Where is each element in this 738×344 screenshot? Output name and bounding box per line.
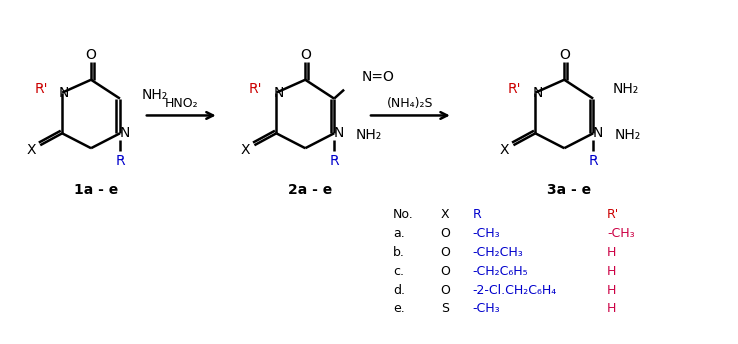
Text: d.: d. [393, 283, 405, 297]
Text: O: O [441, 227, 451, 240]
Text: N: N [334, 126, 345, 140]
Text: R: R [329, 154, 339, 168]
Text: H: H [607, 246, 616, 259]
Text: O: O [441, 246, 451, 259]
Text: X: X [27, 143, 36, 157]
Text: H: H [607, 265, 616, 278]
Text: NH₂: NH₂ [615, 128, 641, 142]
Text: R': R' [508, 82, 522, 96]
Text: X: X [241, 143, 250, 157]
Text: R: R [115, 154, 125, 168]
Text: R: R [472, 208, 481, 221]
Text: 2a - e: 2a - e [288, 183, 332, 197]
Text: -CH₂C₆H₅: -CH₂C₆H₅ [472, 265, 528, 278]
Text: NH₂: NH₂ [142, 88, 168, 101]
Text: N: N [273, 86, 283, 100]
Text: N: N [532, 86, 542, 100]
Text: e.: e. [393, 302, 404, 315]
Text: NH₂: NH₂ [613, 82, 639, 96]
Text: b.: b. [393, 246, 404, 259]
Text: -2-Cl.CH₂C₆H₄: -2-Cl.CH₂C₆H₄ [472, 283, 557, 297]
Text: H: H [607, 302, 616, 315]
Text: X: X [441, 208, 449, 221]
Text: c.: c. [393, 265, 404, 278]
Text: N=O: N=O [362, 70, 395, 84]
Text: R': R' [35, 82, 48, 96]
Text: (NH₄)₂S: (NH₄)₂S [387, 97, 433, 110]
Text: S: S [441, 302, 449, 315]
Text: O: O [559, 48, 570, 62]
Text: R: R [588, 154, 598, 168]
Text: X: X [500, 143, 509, 157]
Text: HNO₂: HNO₂ [165, 97, 199, 110]
Text: -CH₃: -CH₃ [472, 302, 500, 315]
Text: O: O [441, 283, 451, 297]
Text: 1a - e: 1a - e [74, 183, 118, 197]
Text: R': R' [249, 82, 263, 96]
Text: -CH₃: -CH₃ [472, 227, 500, 240]
Text: R': R' [607, 208, 619, 221]
Text: 3a - e: 3a - e [547, 183, 591, 197]
Text: NH₂: NH₂ [356, 128, 382, 142]
Text: -CH₂CH₃: -CH₂CH₃ [472, 246, 523, 259]
Text: O: O [300, 48, 311, 62]
Text: O: O [86, 48, 97, 62]
Text: -CH₃: -CH₃ [607, 227, 635, 240]
Text: No.: No. [393, 208, 414, 221]
Text: N: N [59, 86, 69, 100]
Text: a.: a. [393, 227, 404, 240]
Text: O: O [441, 265, 451, 278]
Text: H: H [607, 283, 616, 297]
Text: N: N [593, 126, 604, 140]
Text: N: N [120, 126, 130, 140]
